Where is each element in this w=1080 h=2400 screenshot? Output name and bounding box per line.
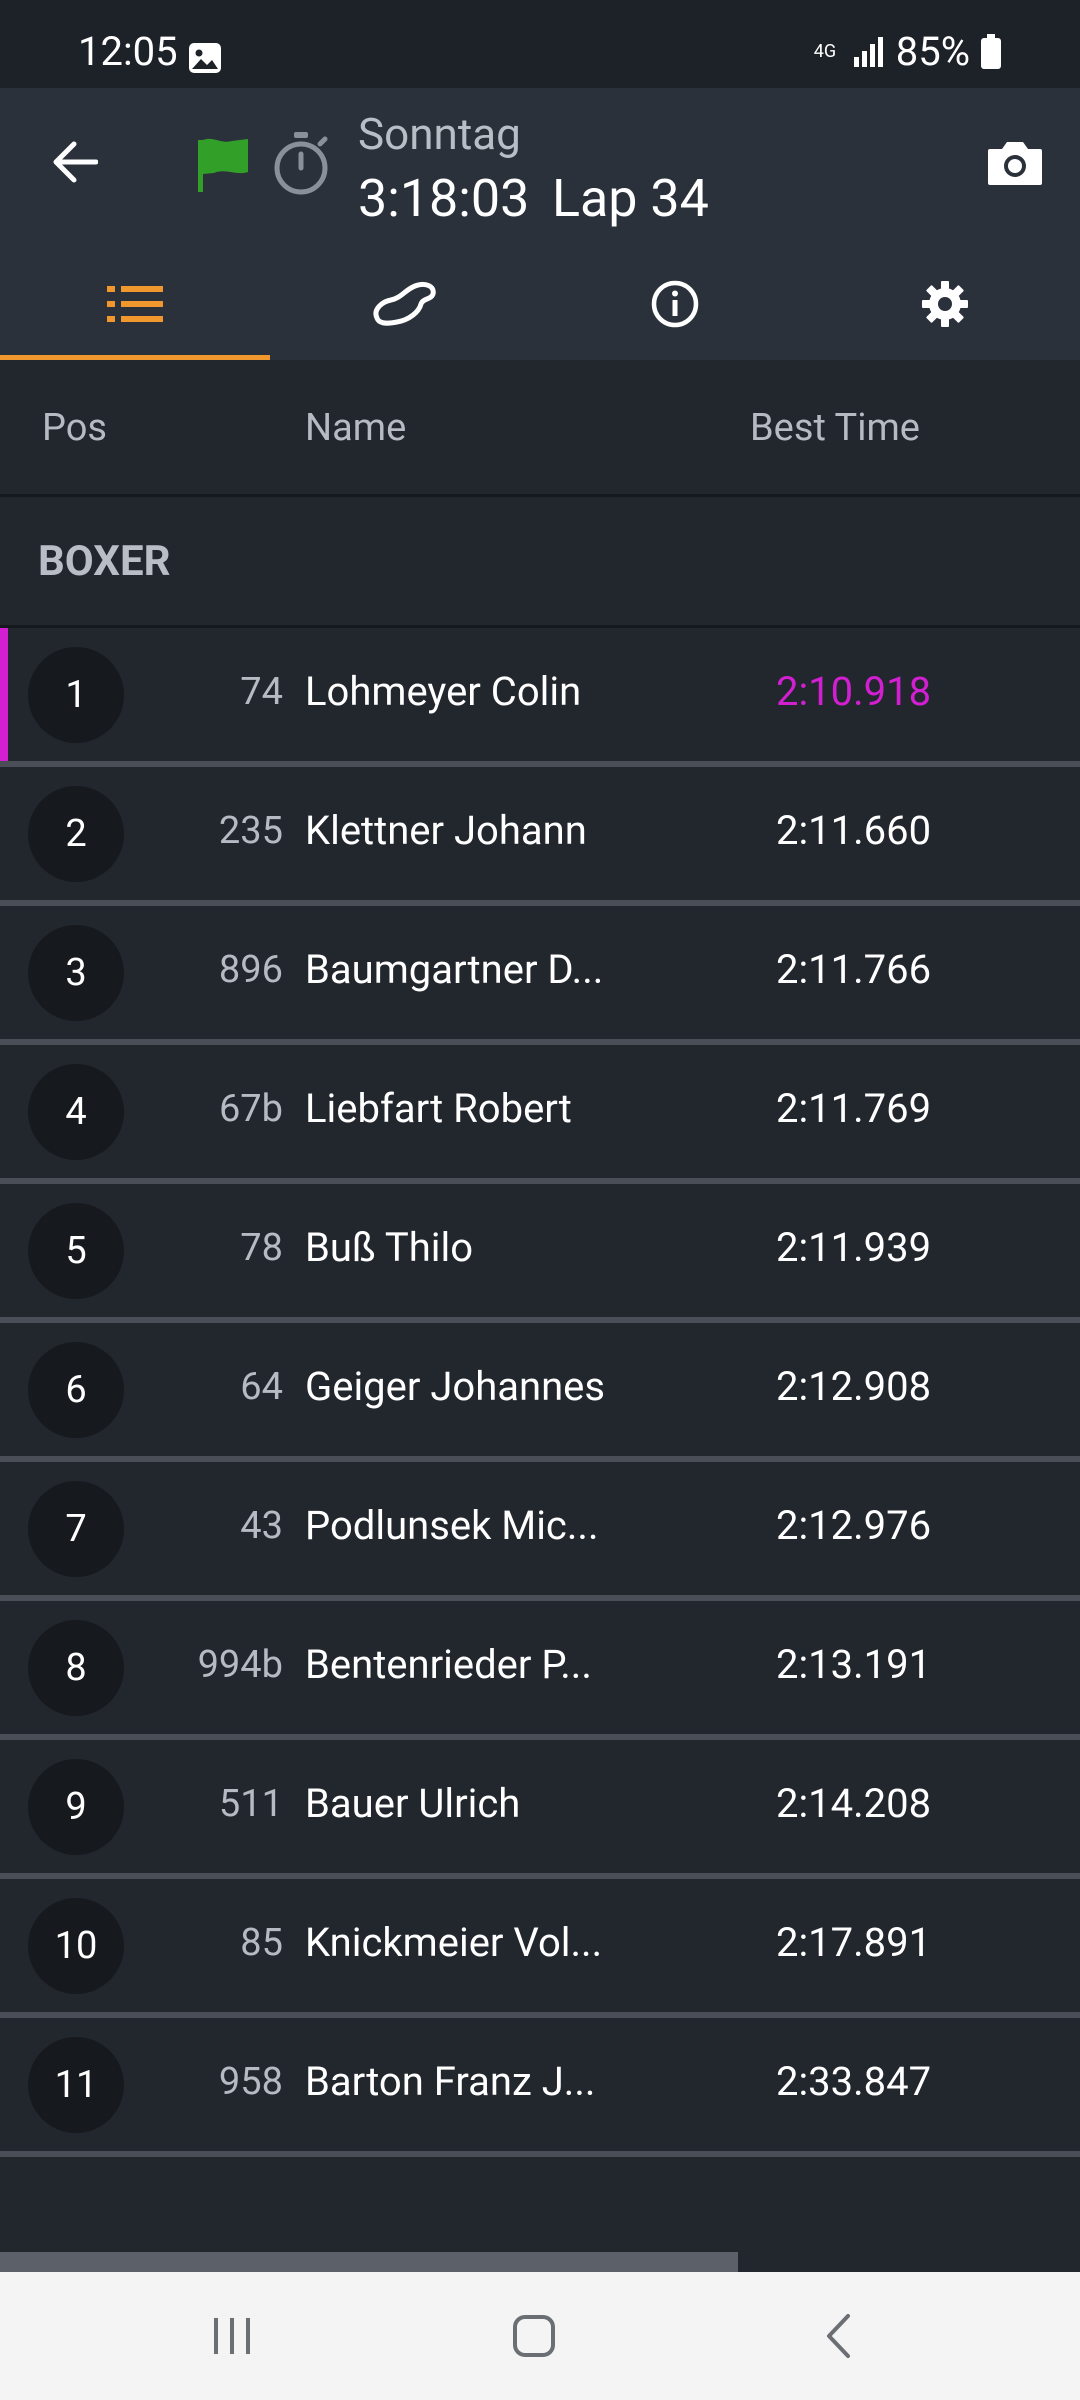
tab-classification[interactable] [0,248,270,360]
gallery-icon [189,43,221,73]
position-badge: 11 [28,2037,124,2133]
back-chevron-icon [827,2314,850,2358]
best-time: 2:33.847 [776,2058,932,2105]
car-number: 958 [218,2060,283,2104]
tab-settings[interactable] [810,248,1080,360]
best-time: 2:11.660 [776,807,932,854]
home-button[interactable] [494,2306,574,2366]
best-time: 2:11.939 [776,1224,932,1271]
car-number: 67b [218,1087,283,1131]
column-best-time: Best Time [750,406,920,450]
position-badge: 3 [28,925,124,1021]
info-icon [651,280,699,328]
driver-name: Knickmeier Vol... [305,1919,603,1966]
table-row[interactable]: 5 78 Buß Thilo 2:11.939 [0,1184,1080,1323]
horizontal-scrollbar[interactable] [0,2252,738,2272]
table-row[interactable]: 6 64 Geiger Johannes 2:12.908 [0,1323,1080,1462]
best-time: 2:10.918 [776,668,932,715]
green-flag-icon [198,138,248,192]
class-group-label: BOXER [38,537,171,586]
camera-icon [988,142,1042,185]
column-pos: Pos [42,406,108,450]
position-badge: 5 [28,1203,124,1299]
system-nav-bar [0,2272,1080,2400]
table-row[interactable]: 11 958 Barton Franz J... 2:33.847 [0,2018,1080,2157]
position-badge: 6 [28,1342,124,1438]
column-header: Pos Name Best Time [0,360,1080,497]
table-row[interactable]: 8 994b Bentenrieder P... 2:13.191 [0,1601,1080,1740]
list-icon [107,286,163,322]
position-badge: 2 [28,786,124,882]
best-time: 2:12.908 [776,1363,932,1410]
best-time: 2:11.769 [776,1085,932,1132]
table-row[interactable]: 7 43 Podlunsek Mic... 2:12.976 [0,1462,1080,1601]
tab-info[interactable] [540,248,810,360]
lap-counter: Lap 34 [552,168,709,229]
driver-name: Buß Thilo [305,1224,474,1271]
best-time: 2:14.208 [776,1780,932,1827]
network-label: 4G [813,40,837,62]
column-name: Name [305,406,407,450]
nav-back-button[interactable] [798,2306,878,2366]
driver-name: Klettner Johann [305,807,587,854]
table-row[interactable]: 2 235 Klettner Johann 2:11.660 [0,767,1080,906]
position-badge: 8 [28,1620,124,1716]
network-icon: 4G [813,40,842,62]
home-icon [513,2315,555,2357]
status-bar: 12:05 4G 85% [0,0,1080,88]
car-number: 85 [240,1921,283,1965]
driver-name: Liebfart Robert [305,1085,572,1132]
car-number: 43 [240,1504,283,1548]
car-number: 896 [218,948,283,992]
driver-name: Baumgartner D... [305,946,604,993]
driver-name: Lohmeyer Colin [305,668,582,715]
session-name: Sonntag [358,108,521,160]
recent-apps-button[interactable] [192,2306,272,2366]
driver-name: Geiger Johannes [305,1363,606,1410]
status-time: 12:05 [78,28,178,75]
camera-button[interactable] [980,128,1050,198]
class-group-header: BOXER [0,497,1080,628]
driver-name: Bentenrieder P... [305,1641,592,1688]
best-time: 2:11.766 [776,946,932,993]
driver-name: Podlunsek Mic... [305,1502,599,1549]
driver-name: Bauer Ulrich [305,1780,521,1827]
back-button[interactable] [36,124,112,200]
gear-icon [922,281,968,327]
table-row[interactable]: 9 511 Bauer Ulrich 2:14.208 [0,1740,1080,1879]
app-bar: Sonntag 3:18:03 Lap 34 [0,88,1080,360]
table-row[interactable]: 1 74 Lohmeyer Colin 2:10.918 [0,628,1080,767]
position-badge: 10 [28,1898,124,1994]
track-icon [373,281,436,326]
table-row[interactable]: 3 896 Baumgartner D... 2:11.766 [0,906,1080,1045]
battery-icon [981,33,1001,69]
recent-apps-icon [214,2318,250,2354]
position-badge: 9 [28,1759,124,1855]
arrow-back-icon [53,141,98,183]
best-time: 2:17.891 [776,1919,932,1966]
car-number: 78 [240,1226,283,1270]
signal-icon [853,36,883,67]
table-row[interactable]: 4 67b Liebfart Robert 2:11.769 [0,1045,1080,1184]
best-time: 2:13.191 [776,1641,932,1688]
best-time: 2:12.976 [776,1502,932,1549]
battery-percent: 85% [895,28,970,75]
fastest-lap-marker [0,628,8,761]
car-number: 235 [218,809,283,853]
tab-bar [0,248,1080,360]
car-number: 994b [197,1643,283,1687]
stopwatch-icon [274,132,328,195]
session-time: 3:18:03 [358,168,530,229]
position-badge: 1 [28,647,124,743]
classification-list: 1 74 Lohmeyer Colin 2:10.918 2 235 Klett… [0,628,1080,2157]
driver-name: Barton Franz J... [305,2058,596,2105]
table-row[interactable]: 10 85 Knickmeier Vol... 2:17.891 [0,1879,1080,2018]
car-number: 64 [240,1365,283,1409]
position-badge: 7 [28,1481,124,1577]
car-number: 511 [218,1782,283,1826]
status-indicators: 4G 85% [814,28,1002,75]
position-badge: 4 [28,1064,124,1160]
car-number: 74 [240,670,283,714]
tab-track[interactable] [270,248,540,360]
